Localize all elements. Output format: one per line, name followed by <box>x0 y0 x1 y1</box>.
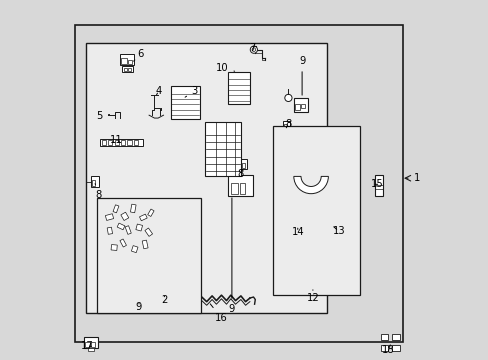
Bar <box>91 342 95 347</box>
Bar <box>105 214 113 220</box>
Bar <box>139 214 147 221</box>
Bar <box>230 183 238 194</box>
Bar <box>113 205 119 213</box>
Text: 4: 4 <box>155 86 162 96</box>
Text: 7: 7 <box>248 42 255 53</box>
Bar <box>130 204 136 213</box>
Circle shape <box>251 48 255 51</box>
Bar <box>128 68 131 71</box>
Bar <box>294 221 297 225</box>
Text: 10: 10 <box>215 63 234 73</box>
Bar <box>97 198 201 313</box>
Bar <box>123 68 127 71</box>
Bar <box>380 334 387 340</box>
Bar <box>147 209 154 216</box>
Bar <box>293 98 307 112</box>
Text: 15: 15 <box>370 179 383 189</box>
Bar <box>92 180 95 186</box>
Circle shape <box>323 181 336 194</box>
Bar <box>127 140 132 145</box>
Circle shape <box>322 216 340 234</box>
Bar <box>111 244 117 251</box>
Text: 17: 17 <box>81 341 93 351</box>
Bar <box>84 337 98 348</box>
Bar <box>108 140 112 145</box>
Bar <box>228 175 253 196</box>
Text: 14: 14 <box>291 227 304 237</box>
Bar <box>273 126 359 295</box>
Bar <box>125 226 131 234</box>
Bar <box>283 121 289 130</box>
Bar <box>284 124 287 129</box>
Bar <box>391 334 399 340</box>
Text: 9: 9 <box>228 198 235 314</box>
Bar <box>88 348 94 351</box>
Circle shape <box>293 159 328 194</box>
Text: 8: 8 <box>95 184 102 200</box>
Bar <box>122 66 132 72</box>
Bar <box>85 342 89 347</box>
Text: 12: 12 <box>306 290 319 303</box>
Bar <box>374 175 382 196</box>
Bar <box>100 139 142 146</box>
Text: 16: 16 <box>210 304 227 323</box>
Text: 3: 3 <box>185 86 198 97</box>
Bar <box>380 346 387 351</box>
Bar <box>144 228 152 237</box>
Bar <box>301 104 304 108</box>
Bar <box>86 43 326 313</box>
Bar <box>102 140 106 145</box>
Text: 9: 9 <box>298 56 305 95</box>
Circle shape <box>250 46 257 53</box>
Bar <box>121 140 125 145</box>
Text: 11: 11 <box>109 135 122 145</box>
Bar <box>121 58 127 64</box>
Bar <box>170 86 199 119</box>
Bar <box>391 346 399 351</box>
Text: 13: 13 <box>332 226 345 236</box>
Bar <box>114 140 119 145</box>
Text: 8: 8 <box>237 168 243 179</box>
Text: 2: 2 <box>161 294 167 305</box>
Circle shape <box>329 223 333 227</box>
Bar <box>121 212 128 221</box>
Text: 8: 8 <box>285 119 291 129</box>
Text: 9: 9 <box>136 302 142 312</box>
Bar <box>290 162 321 194</box>
Circle shape <box>326 184 332 190</box>
Bar <box>134 140 138 145</box>
Bar <box>91 176 99 187</box>
Circle shape <box>326 220 336 230</box>
Text: 1: 1 <box>413 173 419 183</box>
Bar <box>240 183 244 194</box>
Wedge shape <box>293 176 328 194</box>
Bar <box>117 223 124 230</box>
Bar <box>136 224 142 231</box>
Text: 5: 5 <box>97 111 109 121</box>
Bar <box>142 240 148 249</box>
Bar <box>295 104 299 110</box>
Circle shape <box>284 94 291 102</box>
Bar <box>120 54 134 65</box>
Circle shape <box>319 176 340 198</box>
Bar <box>242 163 244 168</box>
Bar <box>292 217 301 227</box>
Bar <box>228 72 249 104</box>
Bar <box>131 246 138 253</box>
Bar <box>120 239 126 247</box>
Bar <box>128 60 132 64</box>
Bar <box>107 227 112 234</box>
Text: 6: 6 <box>133 49 143 61</box>
Bar <box>204 122 241 176</box>
Text: 18: 18 <box>382 345 394 355</box>
Bar <box>75 25 402 342</box>
Circle shape <box>300 166 321 187</box>
Bar <box>241 159 247 169</box>
